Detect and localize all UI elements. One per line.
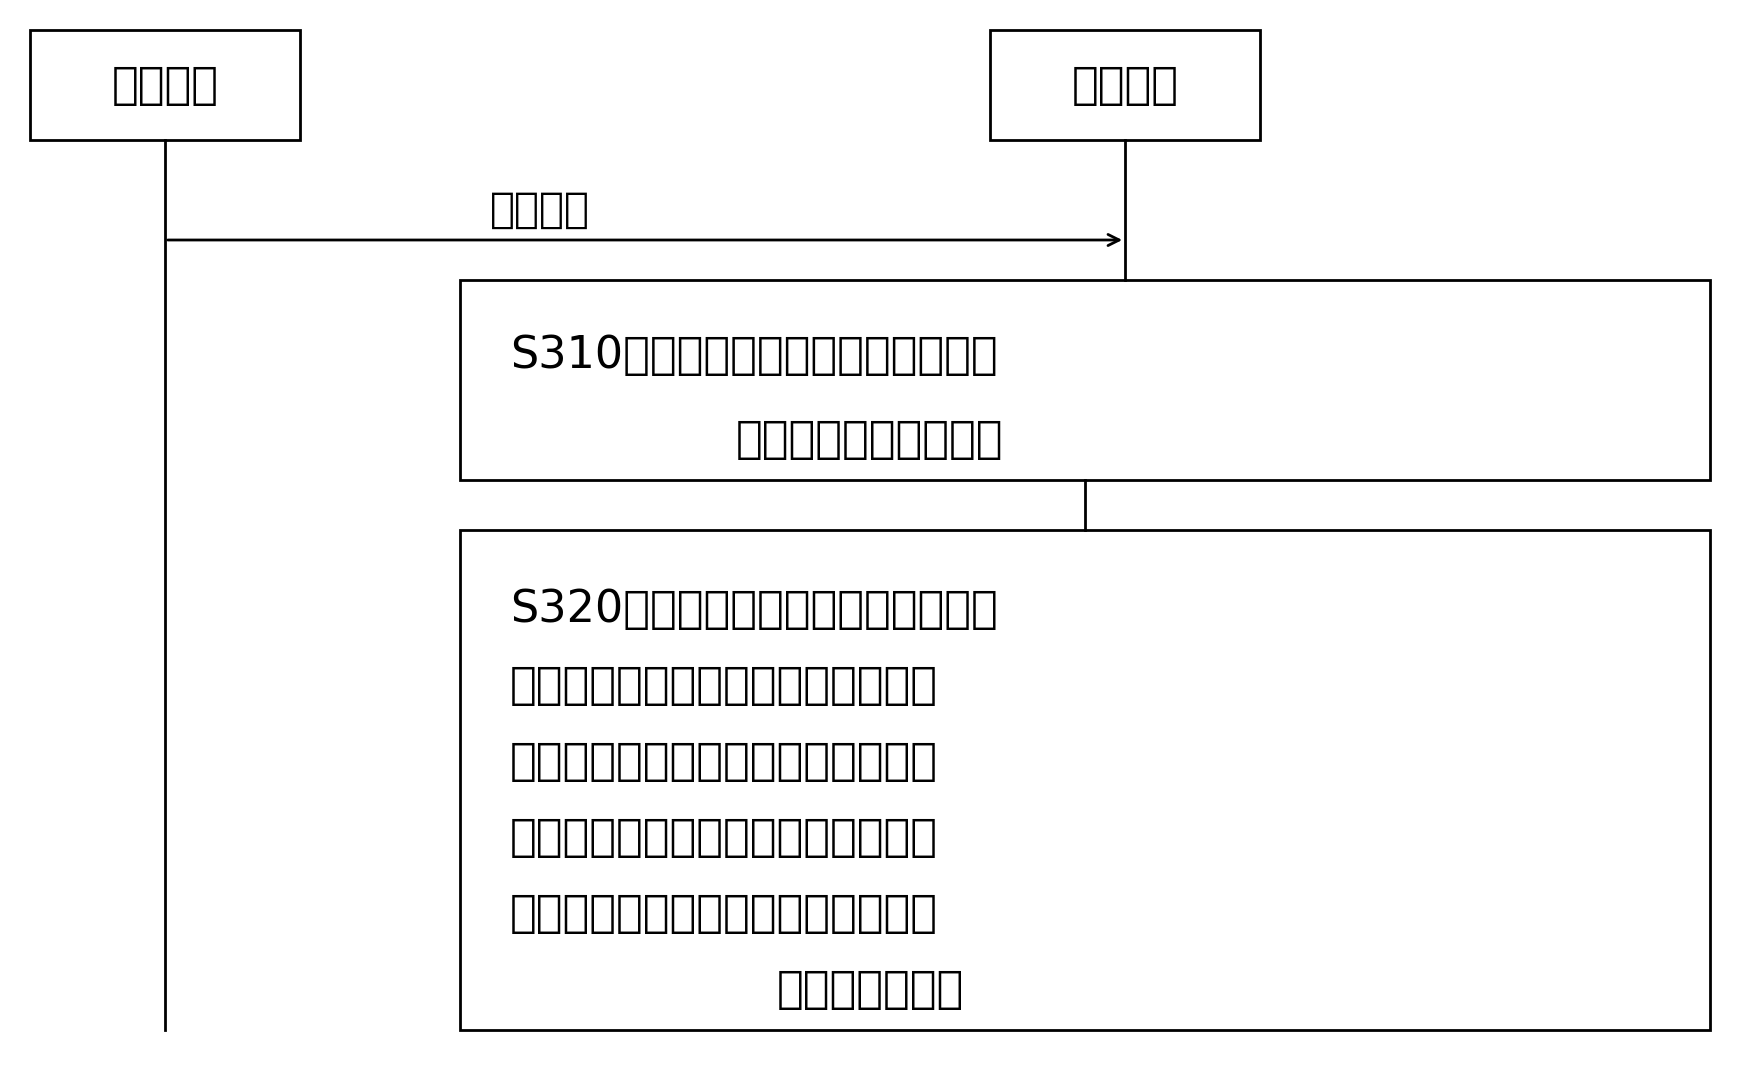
Text: 心继续提供服务: 心继续提供服务 bbox=[776, 969, 964, 1011]
Text: 的主节点时，从多个备选节点中选择: 的主节点时，从多个备选节点中选择 bbox=[510, 665, 938, 708]
Bar bbox=[30, 30, 301, 140]
Text: 故障事件: 故障事件 bbox=[491, 189, 589, 231]
Bar bbox=[461, 530, 1710, 1031]
Text: 故障对象: 故障对象 bbox=[111, 63, 218, 107]
Bar bbox=[990, 30, 1259, 140]
Text: 数据中心的主节点时，使第一数据中: 数据中心的主节点时，使第一数据中 bbox=[510, 893, 938, 935]
Text: 目标节点代替第一数据中心中的主节: 目标节点代替第一数据中心中的主节 bbox=[510, 741, 938, 784]
Text: 仲裁设备: 仲裁设备 bbox=[1071, 63, 1179, 107]
Text: S320：当故障对象包括第一数据中心: S320：当故障对象包括第一数据中心 bbox=[510, 589, 997, 632]
Text: 据中心中确定故障对象: 据中心中确定故障对象 bbox=[737, 418, 1004, 462]
Text: 点提供服务；当故障对象不包括第一: 点提供服务；当故障对象不包括第一 bbox=[510, 817, 938, 859]
Text: S310：当发生故障事件时，在第一数: S310：当发生故障事件时，在第一数 bbox=[510, 334, 997, 376]
Bar bbox=[461, 280, 1710, 480]
